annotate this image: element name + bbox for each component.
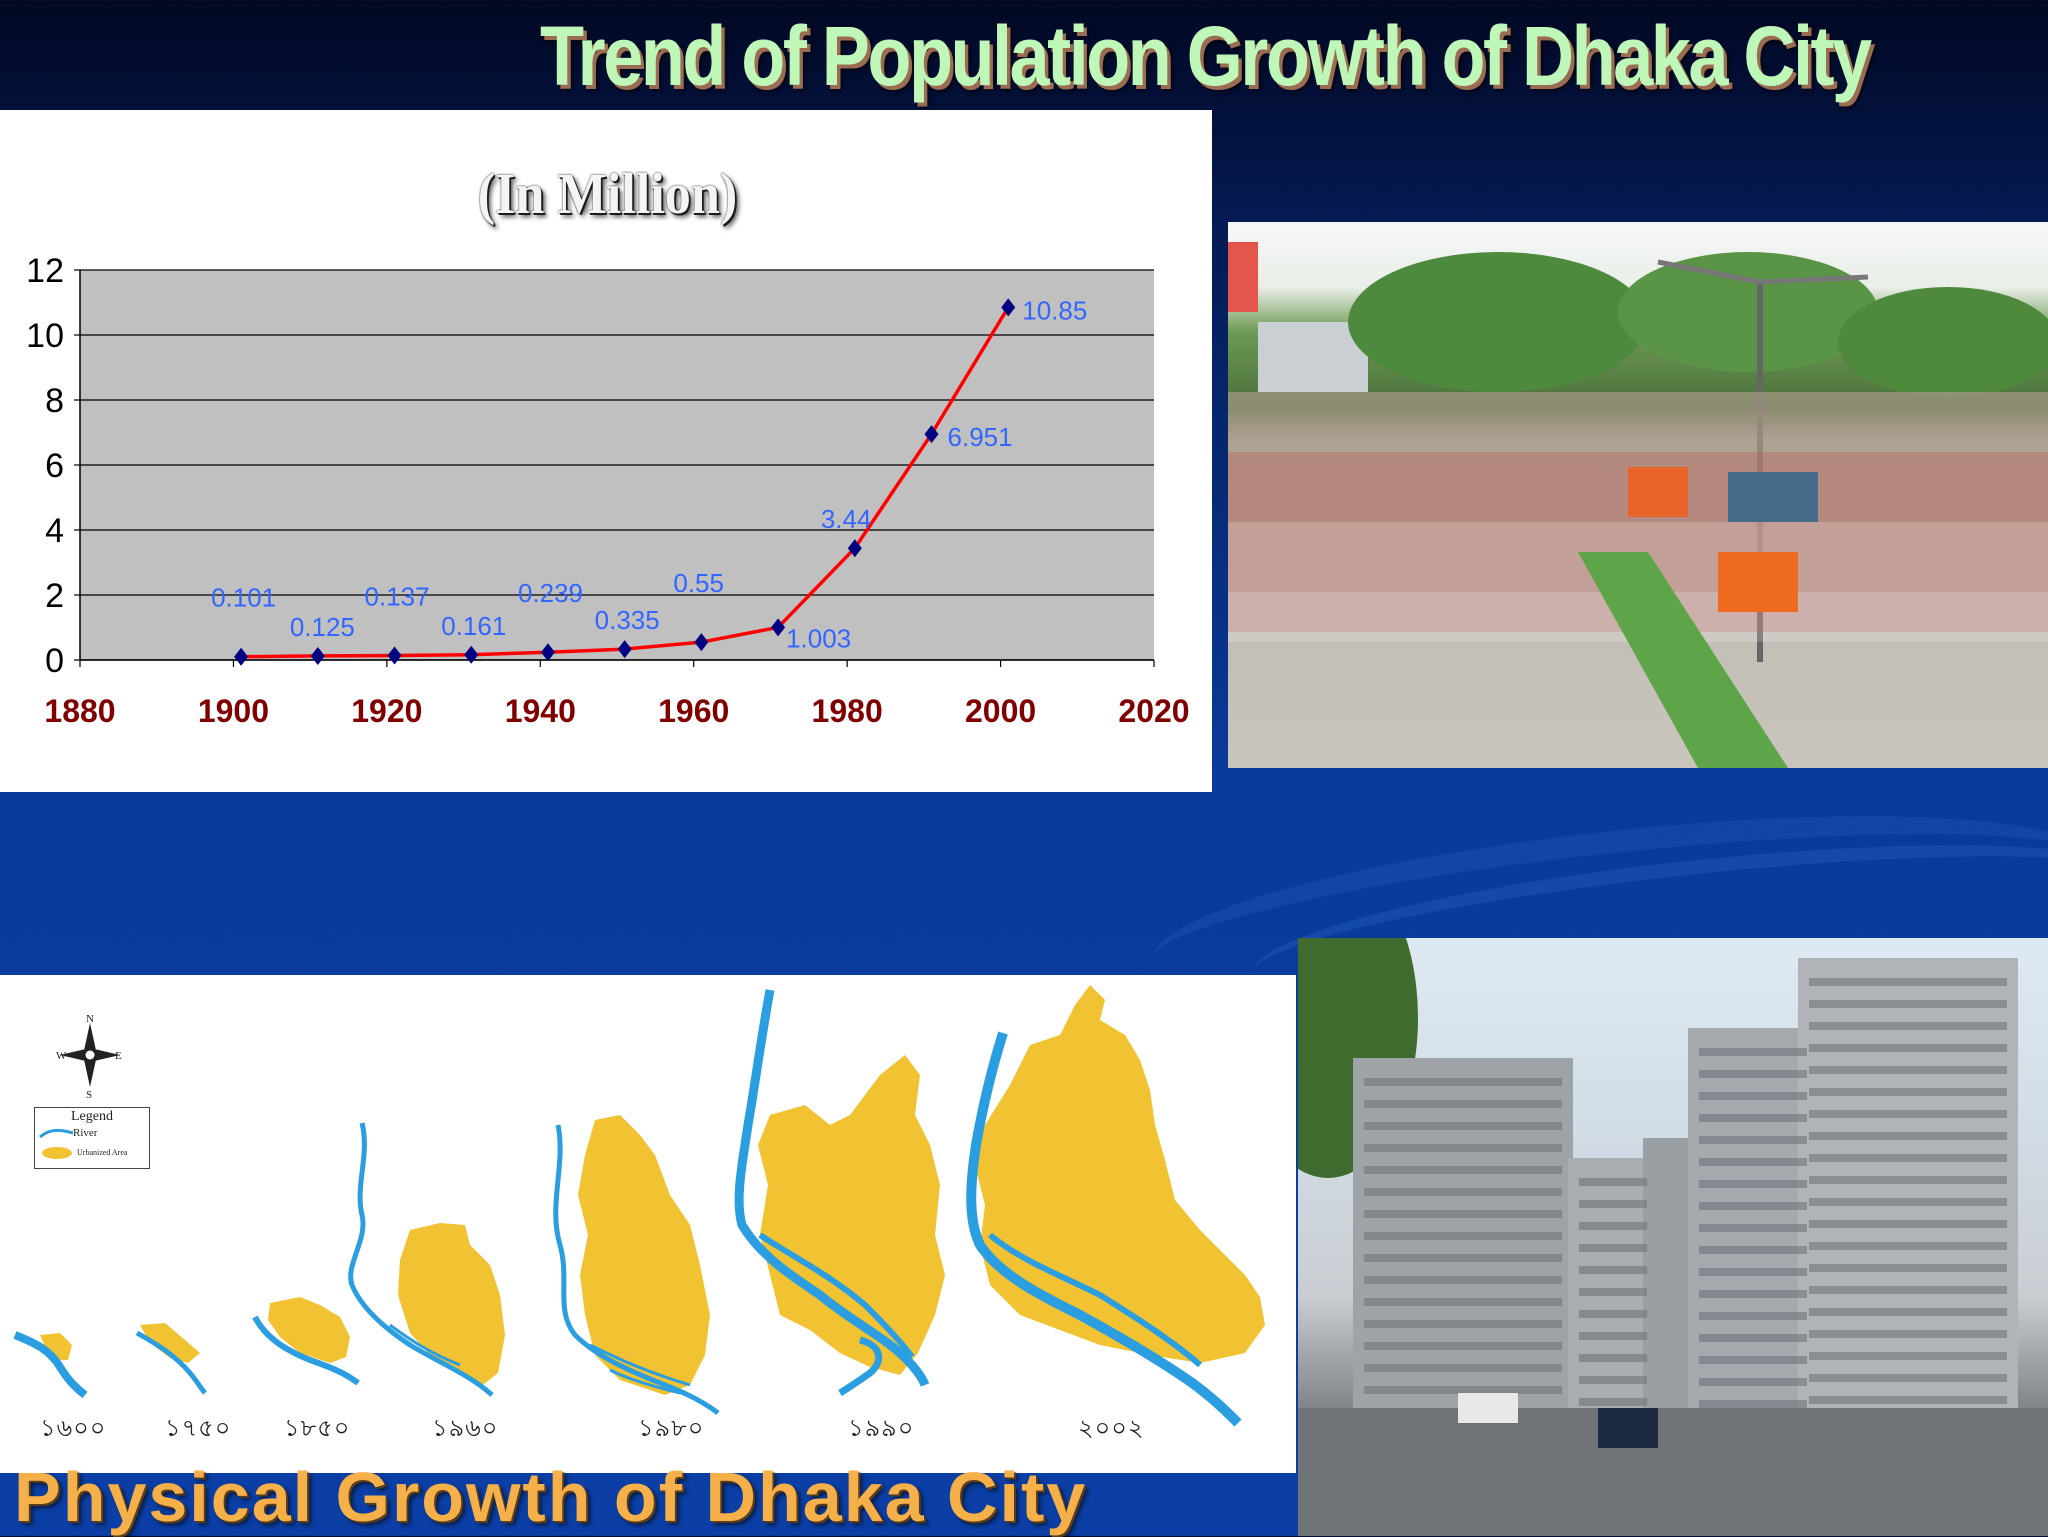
data-label: 0.335 <box>595 605 660 635</box>
map-1850 <box>252 1297 360 1386</box>
data-point-marker <box>924 425 939 444</box>
data-label: 0.125 <box>290 612 355 642</box>
map-year-1960: ১৯৬০ <box>432 1416 499 1442</box>
compass-icon: N S E W <box>56 1013 122 1101</box>
compass-s: S <box>86 1089 92 1101</box>
y-tick-label: 2 <box>45 577 64 615</box>
y-tick-label: 8 <box>45 382 64 420</box>
data-point-marker <box>847 539 862 558</box>
data-label: 6.951 <box>948 422 1013 452</box>
map-1600 <box>13 1331 88 1399</box>
x-tick-label: 1920 <box>351 693 422 729</box>
y-tick-label: 6 <box>45 447 64 485</box>
data-point-marker <box>540 643 555 662</box>
slide-title: Trend of Population Growth of Dhaka City <box>540 9 1872 103</box>
map-year-2002: ২০০২ <box>1078 1416 1145 1442</box>
population-line-chart: 0 2 4 6 8 10 12 1880 1900 1920 1940 1960 1980 2000 20… <box>26 252 1189 729</box>
urban-area-legend-icon <box>42 1147 72 1159</box>
y-tick-label: 12 <box>26 252 64 290</box>
legend-title: Legend <box>71 1109 113 1124</box>
y-tick-label: 0 <box>45 642 64 680</box>
compass-w: W <box>56 1050 67 1062</box>
x-tick-label: 1880 <box>44 693 115 729</box>
map-year-1990: ১৯৯০ <box>848 1416 915 1442</box>
map-1980 <box>553 1115 720 1415</box>
map-1990 <box>734 989 945 1397</box>
x-tick-label: 1940 <box>505 693 576 729</box>
river-legend-icon <box>39 1128 74 1139</box>
x-tick-label: 1960 <box>658 693 729 729</box>
map-year-1850: ১৮৫০ <box>284 1416 351 1442</box>
x-tick-label: 2000 <box>965 693 1036 729</box>
data-label: 0.239 <box>518 578 583 608</box>
data-point-marker <box>387 646 402 665</box>
legend-river-label: River <box>73 1127 98 1139</box>
map-legend: Legend River Urbanized Area <box>34 1107 150 1169</box>
map-2002 <box>966 985 1265 1427</box>
urban-growth-map-panel: N S E W <box>0 975 1296 1473</box>
chart-subtitle: (In Million) <box>477 161 738 226</box>
data-point-marker <box>1001 298 1016 317</box>
data-point-marker <box>771 618 786 637</box>
data-point-marker <box>694 633 709 652</box>
data-point-marker <box>310 646 325 665</box>
map-1750 <box>135 1323 207 1395</box>
y-tick-label: 4 <box>45 512 64 550</box>
data-label: 1.003 <box>786 623 851 653</box>
y-tick-label: 10 <box>26 317 64 355</box>
data-label: 10.85 <box>1022 295 1087 325</box>
x-tick-label: 2020 <box>1118 693 1189 729</box>
map-year-1980: ১৯৮০ <box>638 1416 705 1442</box>
x-tick-label: 1900 <box>198 693 269 729</box>
data-label: 0.101 <box>211 583 276 613</box>
legend-urban-label: Urbanized Area <box>77 1148 128 1157</box>
compass-e: E <box>115 1050 122 1062</box>
chart-panel: (In Million) 0 2 4 6 8 10 12 1880 1900 1920 1940 1… <box>0 110 1212 792</box>
data-label: 3.44 <box>821 504 872 534</box>
bottom-title: Physical Growth of Dhaka City <box>14 1458 1088 1536</box>
map-year-1750: ১৭৫০ <box>165 1416 232 1442</box>
map-1960 <box>348 1122 505 1397</box>
crowd-street-photo <box>1228 222 2048 768</box>
compass-n: N <box>86 1013 94 1025</box>
data-label: 0.55 <box>673 568 724 598</box>
x-tick-label: 1980 <box>812 693 883 729</box>
apartment-buildings-photo <box>1298 938 2048 1536</box>
data-point-marker <box>617 640 632 659</box>
map-year-1600: ১৬০০ <box>40 1416 107 1442</box>
data-point-marker <box>234 647 249 666</box>
data-label: 0.161 <box>441 611 506 641</box>
data-label: 0.137 <box>365 582 430 612</box>
data-point-marker <box>464 645 479 664</box>
